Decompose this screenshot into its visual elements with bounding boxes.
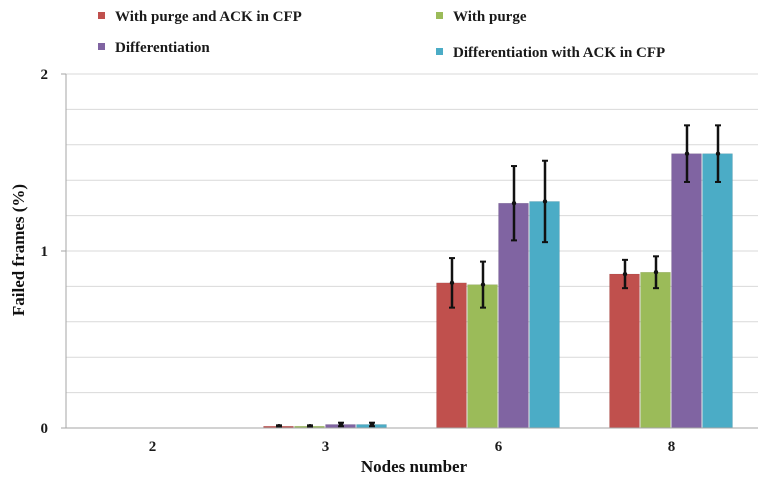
y-tick-label: 0 bbox=[41, 421, 49, 437]
tick-labels: 0 1 2 2 3 6 8 bbox=[41, 67, 676, 455]
error-center-dot bbox=[653, 270, 659, 275]
grid-lines bbox=[66, 73, 758, 394]
bar bbox=[467, 284, 498, 429]
legend-swatch bbox=[98, 12, 105, 19]
legend-swatch bbox=[98, 43, 105, 50]
error-center-dot bbox=[480, 282, 486, 287]
legend-label: With purge and ACK in CFP bbox=[115, 9, 302, 25]
y-tick-label: 2 bbox=[41, 67, 49, 83]
error-center-dot bbox=[449, 280, 455, 286]
bar bbox=[609, 273, 640, 429]
bar bbox=[702, 153, 733, 429]
x-tick-label: 3 bbox=[322, 439, 330, 455]
error-center-dot bbox=[276, 424, 282, 429]
legend-swatch bbox=[436, 48, 443, 55]
error-center-dot bbox=[338, 422, 344, 427]
bar bbox=[640, 271, 671, 429]
legend-label: Differentiation bbox=[115, 40, 210, 56]
x-axis-title: Nodes number bbox=[361, 457, 468, 476]
x-tick-label: 2 bbox=[149, 439, 157, 455]
axes bbox=[61, 73, 758, 429]
legend-label: With purge bbox=[453, 9, 527, 25]
x-tick-label: 6 bbox=[495, 439, 503, 455]
error-bars-group bbox=[276, 124, 721, 429]
legend-swatch bbox=[436, 12, 443, 19]
error-center-dot bbox=[511, 201, 517, 206]
error-center-dot bbox=[622, 271, 628, 277]
y-axis-title: Failed frames (%) bbox=[9, 184, 28, 316]
legend: With purge and ACK in CFP With purge Diffe… bbox=[98, 9, 665, 61]
error-center-dot bbox=[542, 199, 548, 204]
x-tick-label: 8 bbox=[668, 439, 676, 455]
y-tick-label: 1 bbox=[41, 244, 49, 260]
error-center-dot bbox=[307, 424, 313, 429]
legend-label: Differentiation with ACK in CFP bbox=[453, 45, 665, 61]
error-center-dot bbox=[715, 151, 721, 156]
bars-group bbox=[263, 153, 733, 429]
bar bbox=[671, 153, 702, 429]
error-center-dot bbox=[369, 422, 375, 427]
error-center-dot bbox=[684, 151, 690, 156]
